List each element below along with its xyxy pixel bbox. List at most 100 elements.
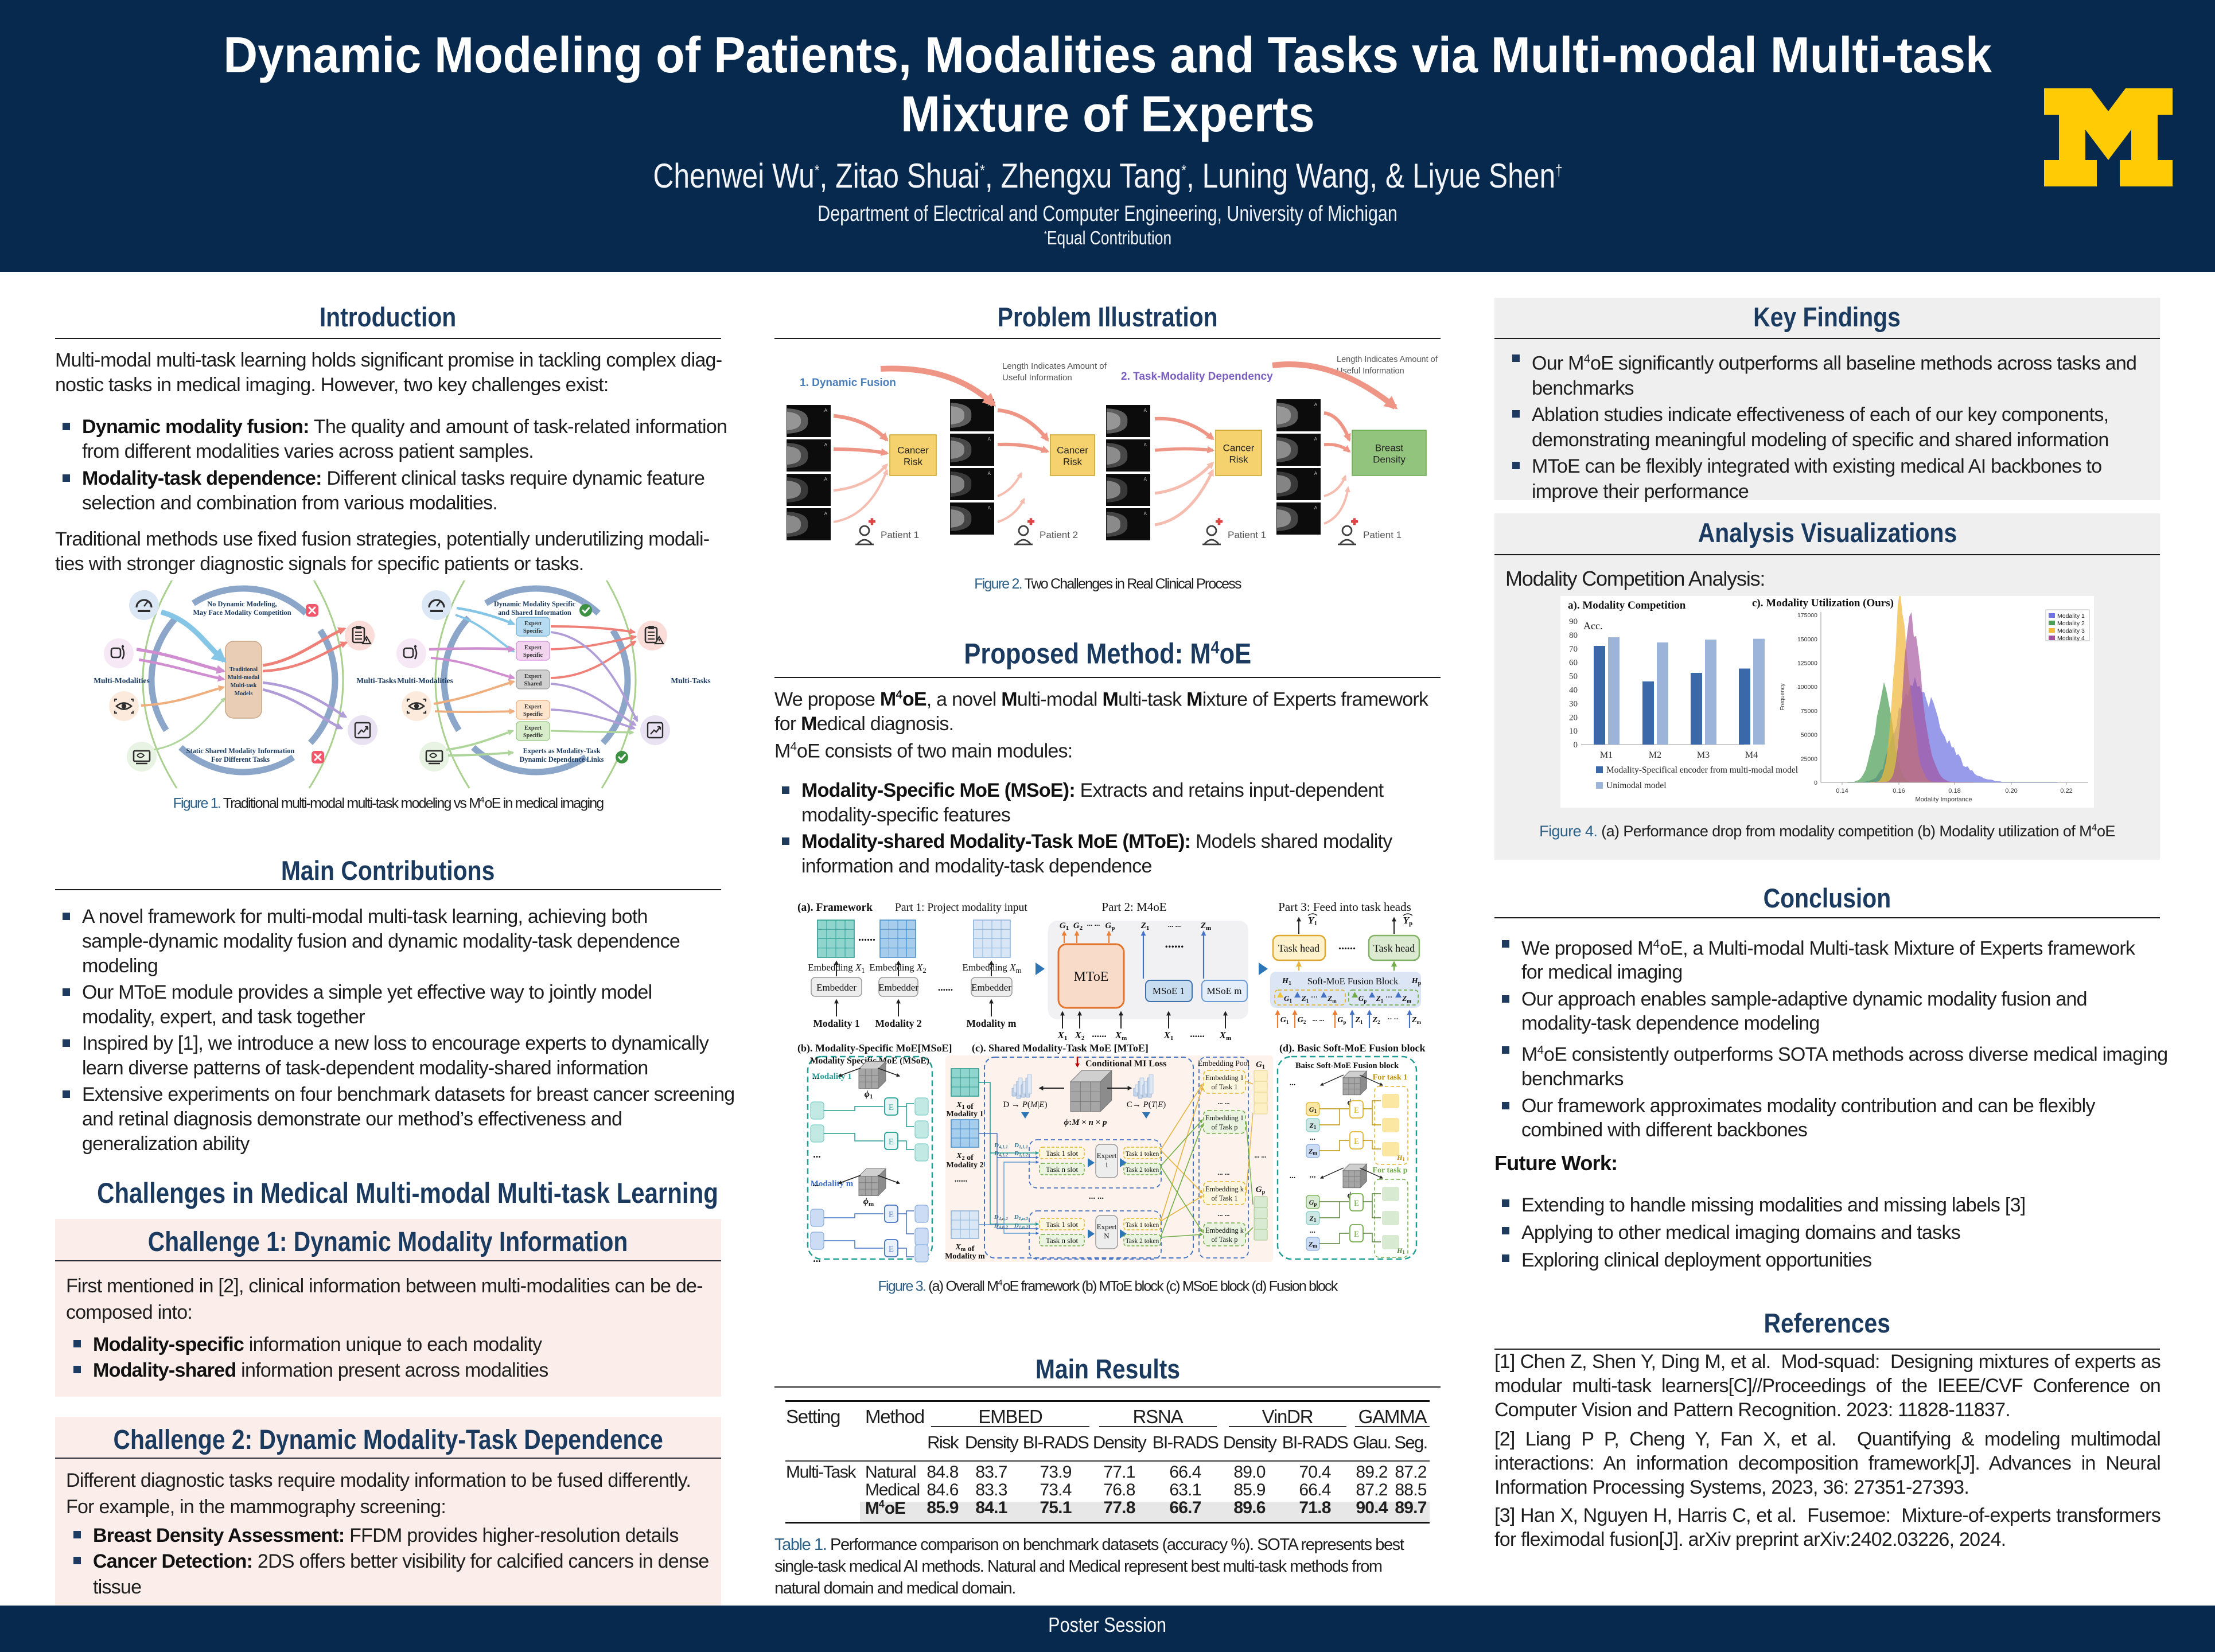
svg-text:E: E <box>1354 1137 1359 1146</box>
svg-text:Zm: Zm <box>1308 1147 1317 1156</box>
svg-text:80: 80 <box>1569 631 1578 640</box>
svg-text:75000: 75000 <box>1801 708 1817 715</box>
svg-text:Specific: Specific <box>523 711 543 718</box>
svg-text:Unimodal model: Unimodal model <box>1606 781 1667 790</box>
svg-text:···: ··· <box>1311 993 1318 1001</box>
svg-text:Zm: Zm <box>1327 994 1337 1004</box>
svg-text:A: A <box>1144 442 1147 447</box>
svg-text:0.16: 0.16 <box>1893 788 1905 794</box>
svg-text:Task head: Task head <box>1278 942 1319 954</box>
svg-text:Modality 2: Modality 2 <box>947 1161 984 1170</box>
svg-text:Gp: Gp <box>1358 994 1367 1004</box>
svg-text:... ...: ... ... <box>1218 1168 1230 1176</box>
svg-text:Zm: Zm <box>1308 1240 1317 1249</box>
svg-text:May Face Modality Competition: May Face Modality Competition <box>193 609 291 617</box>
svg-text:ϕm: ϕm <box>863 1197 874 1207</box>
svg-text:Embedding Pool: Embedding Pool <box>1198 1059 1250 1067</box>
svg-text:Baisc Soft-MoE Fusion block: Baisc Soft-MoE Fusion block <box>1295 1061 1399 1070</box>
svg-text:Patient 2: Patient 2 <box>1040 529 1078 540</box>
svg-text:...: ... <box>1309 1171 1316 1180</box>
svg-text:125000: 125000 <box>1797 660 1817 667</box>
svg-text:Y1: Y1 <box>1308 915 1317 927</box>
svg-text:MSoE m: MSoE m <box>1207 985 1242 996</box>
svg-text:ϕ1: ϕ1 <box>865 1089 873 1100</box>
svg-text:Task 1 token: Task 1 token <box>1126 1222 1159 1229</box>
svg-text:Cancer: Cancer <box>1223 443 1255 454</box>
svg-text:Modality m: Modality m <box>945 1252 985 1261</box>
svg-text:Modality 4: Modality 4 <box>2057 635 2085 642</box>
svg-text:G1: G1 <box>1309 1105 1317 1114</box>
svg-text:A: A <box>988 471 991 476</box>
svg-text:C→ P(T|E): C→ P(T|E) <box>1127 1100 1166 1109</box>
svg-text:A: A <box>1314 505 1318 511</box>
svg-text:Density: Density <box>1373 454 1406 465</box>
svg-text:Embedder: Embedder <box>878 982 918 993</box>
svg-text:Task 2 token: Task 2 token <box>1126 1238 1159 1245</box>
svg-text:H1: H1 <box>1396 1154 1405 1162</box>
svg-text:X1: X1 <box>1057 1030 1068 1042</box>
svg-text:175000: 175000 <box>1797 612 1817 619</box>
svg-text:X2 of: X2 of <box>956 1152 974 1162</box>
svg-text:Shared: Shared <box>524 681 542 687</box>
svg-text:... ...: ... ... <box>1218 1098 1230 1106</box>
svg-text:Dynamic Dependence Links: Dynamic Dependence Links <box>520 755 604 763</box>
svg-text:25000: 25000 <box>1801 755 1817 762</box>
svg-text:Embedding k: Embedding k <box>1205 1226 1244 1234</box>
svg-text:A: A <box>1314 437 1318 442</box>
svg-text:Z1: Z1 <box>1140 921 1150 932</box>
svg-text:MToE: MToE <box>1074 969 1109 984</box>
svg-text:Zm: Zm <box>1402 994 1411 1004</box>
svg-text:Traditional: Traditional <box>229 667 258 673</box>
svg-text:... ...: ... ... <box>1168 920 1181 929</box>
svg-text:...: ... <box>812 1072 819 1081</box>
svg-text:Task head: Task head <box>1373 942 1415 954</box>
svg-text:Z1: Z1 <box>1354 1016 1363 1025</box>
svg-text:For task 1: For task 1 <box>1373 1073 1407 1082</box>
svg-text:Z1: Z1 <box>1301 994 1309 1004</box>
svg-text:Modality 1: Modality 1 <box>813 1018 859 1029</box>
svg-text:A: A <box>1144 408 1147 413</box>
svg-text:D4,n,1: D4,n,1 <box>994 1214 1008 1221</box>
svg-text:Task 1 slot: Task 1 slot <box>1046 1149 1079 1158</box>
svg-text:Patient 1: Patient 1 <box>881 529 919 540</box>
svg-text:Z2: Z2 <box>1372 1016 1380 1025</box>
svg-text:Modality 3: Modality 3 <box>2057 628 2085 634</box>
svg-text:M3: M3 <box>1697 750 1710 760</box>
svg-text:Xm: Xm <box>1115 1030 1127 1042</box>
svg-text:Modality m: Modality m <box>966 1018 1016 1029</box>
svg-text:Useful Information: Useful Information <box>1337 367 1404 376</box>
svg-text:Expert: Expert <box>524 673 542 680</box>
svg-text:G2: G2 <box>1073 921 1083 932</box>
svg-text:Patient 1: Patient 1 <box>1228 529 1266 540</box>
svg-text:Gp: Gp <box>1337 1016 1346 1025</box>
svg-text:100000: 100000 <box>1797 684 1817 691</box>
svg-text:D1,1,2: D1,1,2 <box>1014 1150 1028 1158</box>
svg-text:A: A <box>1144 511 1147 516</box>
svg-text:of Task p: of Task p <box>1211 1123 1237 1131</box>
svg-text:...: ... <box>1310 1226 1315 1234</box>
svg-text:50: 50 <box>1569 672 1578 681</box>
svg-text:Xm: Xm <box>1219 1030 1232 1042</box>
svg-text:......: ...... <box>1338 940 1356 952</box>
svg-text:A: A <box>1314 402 1318 407</box>
svg-text:Multi-task: Multi-task <box>231 683 257 689</box>
svg-text:G1: G1 <box>1284 994 1292 1004</box>
svg-text:D1,1,1: D1,1,1 <box>1014 1142 1028 1150</box>
svg-text:(d). Basic Soft-MoE Fusion blo: (d). Basic Soft-MoE Fusion block <box>1279 1042 1426 1054</box>
svg-text:Z1: Z1 <box>1376 994 1384 1004</box>
svg-text:M4: M4 <box>1745 750 1758 760</box>
svg-text:Z1: Z1 <box>1309 1121 1317 1130</box>
svg-text:Multi-Tasks: Multi-Tasks <box>671 676 710 685</box>
svg-text:E: E <box>889 1245 894 1254</box>
svg-text:Modality Importance: Modality Importance <box>1915 796 1972 803</box>
svg-text:·· ··: ·· ·· <box>1387 1015 1398 1023</box>
svg-text:Multi-Modalities: Multi-Modalities <box>397 676 453 685</box>
svg-text:... ...: ... ... <box>1218 1210 1230 1218</box>
svg-text:N: N <box>1104 1232 1110 1240</box>
svg-text:Task 1 slot: Task 1 slot <box>1046 1220 1079 1229</box>
svg-text:(b). Modality-Specific MoE[MSo: (b). Modality-Specific MoE[MSoE] <box>797 1042 952 1054</box>
svg-text:Modality 2: Modality 2 <box>875 1018 921 1029</box>
svg-text:Gp: Gp <box>1309 1198 1317 1207</box>
svg-text:60: 60 <box>1569 659 1578 668</box>
svg-text:20: 20 <box>1569 713 1578 722</box>
